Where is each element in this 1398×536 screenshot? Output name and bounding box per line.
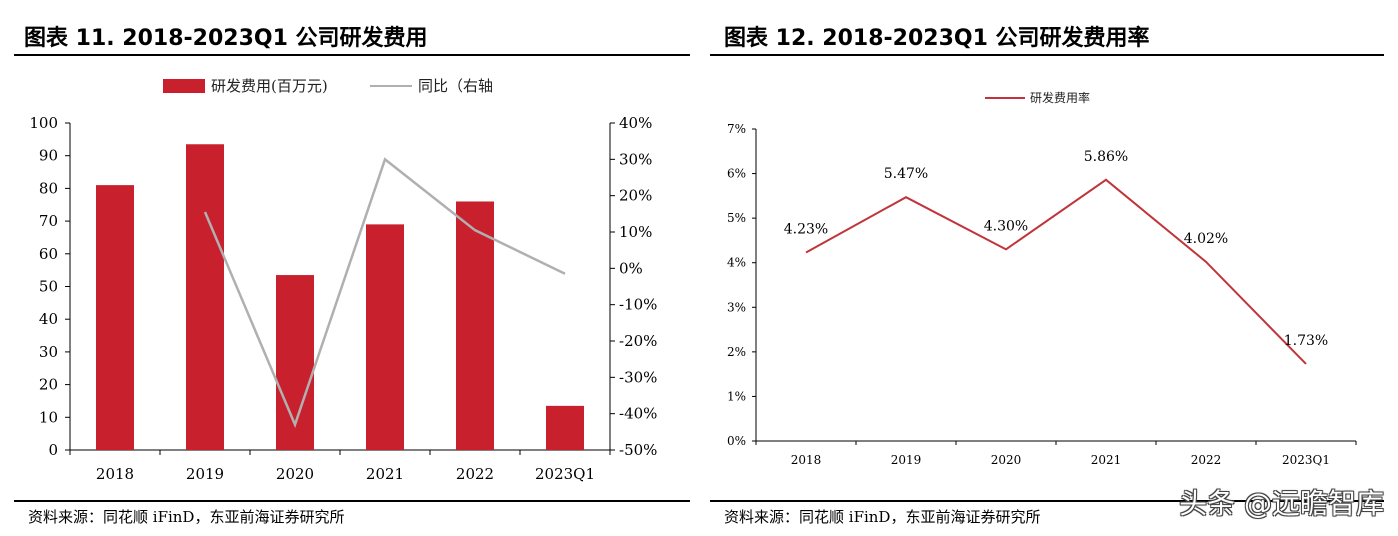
- right-y-tick-label: -10%: [619, 296, 657, 314]
- left-y-tick-label: 80: [39, 179, 58, 197]
- legend-bar-label: 研发费用(百万元): [211, 77, 328, 95]
- data-label: 5.86%: [1084, 149, 1128, 165]
- data-label: 1.73%: [1284, 333, 1328, 349]
- data-label: 4.23%: [784, 221, 828, 237]
- rd-expense-bar-chart: 研发费用(百万元) 同比（右轴 0 10 20 30 40 50 60 70 80 90 100 -50%…: [29, 77, 657, 483]
- right-y-tick-label: 10%: [619, 223, 652, 241]
- source-note: 资料来源：同花顺 iFinD，东亚前海证券研究所: [724, 508, 1041, 526]
- left-chart-panel: 图表 11. 2018-2023Q1 公司研发费用 研发费用(百万元) 同比（右轴…: [0, 0, 690, 536]
- bar-rd-expense: [456, 201, 494, 450]
- bar-rd-expense: [366, 224, 404, 450]
- source-note: 资料来源：同花顺 iFinD，东亚前海证券研究所: [28, 508, 345, 526]
- y-tick-label: 0%: [727, 434, 746, 448]
- left-y-tick-label: 60: [39, 245, 58, 263]
- y-tick-label: 1%: [727, 389, 746, 403]
- x-tick-label: 2022: [456, 465, 494, 483]
- x-tick-label: 2021: [1091, 453, 1122, 467]
- source-rule: [710, 500, 1384, 502]
- x-tick-label: 2020: [991, 453, 1022, 467]
- right-y-tick-label: -50%: [619, 441, 657, 459]
- bar-rd-expense: [186, 144, 224, 450]
- x-tick-label: 2019: [186, 465, 224, 483]
- title-rule: [14, 54, 690, 56]
- x-tick-label: 2023Q1: [1282, 453, 1330, 467]
- legend-line-label: 同比（右轴: [418, 77, 493, 95]
- chart-title: 图表 12. 2018-2023Q1 公司研发费用率: [724, 26, 1150, 51]
- y-tick-label: 4%: [727, 256, 746, 270]
- left-y-tick-label: 10: [39, 408, 58, 426]
- right-y-tick-label: -40%: [619, 405, 657, 423]
- right-y-tick-label: 20%: [619, 187, 652, 205]
- left-y-tick-label: 30: [39, 343, 58, 361]
- left-y-tick-label: 90: [39, 147, 58, 165]
- x-tick-label: 2023Q1: [535, 465, 595, 483]
- right-chart-panel: 图表 12. 2018-2023Q1 公司研发费用率 研发费用率 0% 1% 2% 3%…: [710, 0, 1398, 536]
- right-y-tick-label: 40%: [619, 114, 652, 132]
- left-y-tick-label: 70: [39, 212, 58, 230]
- watermark-text: 头条 @远瞻智库: [1179, 487, 1384, 520]
- x-tick-label: 2018: [791, 453, 822, 467]
- x-tick-label: 2020: [276, 465, 314, 483]
- bar-rd-expense: [96, 185, 134, 450]
- y-tick-label: 6%: [727, 167, 746, 181]
- right-y-tick-label: 0%: [619, 259, 643, 277]
- left-y-tick-label: 20: [39, 376, 58, 394]
- left-y-tick-label: 50: [39, 278, 58, 296]
- x-tick-label: 2021: [366, 465, 404, 483]
- legend-line-label: 研发费用率: [1030, 90, 1090, 105]
- title-rule: [710, 54, 1384, 56]
- y-tick-label: 2%: [727, 345, 746, 359]
- right-y-tick-label: 30%: [619, 150, 652, 168]
- source-rule: [14, 500, 690, 502]
- data-label: 4.30%: [984, 218, 1028, 234]
- right-y-tick-label: -20%: [619, 332, 657, 350]
- bar-rd-expense: [546, 405, 584, 450]
- x-tick-label: 2019: [891, 453, 922, 467]
- y-tick-label: 3%: [727, 300, 746, 314]
- left-y-tick-label: 0: [48, 441, 58, 459]
- y-tick-label: 5%: [727, 211, 746, 225]
- left-y-tick-label: 40: [39, 310, 58, 328]
- data-label: 4.02%: [1184, 231, 1228, 247]
- x-tick-label: 2018: [96, 465, 134, 483]
- rd-expense-ratio-line-chart: 研发费用率 0% 1% 2% 3% 4% 5% 6% 7% 2018 2019 2020 2021 202…: [727, 90, 1357, 467]
- left-y-tick-label: 100: [29, 114, 58, 132]
- chart-title: 图表 11. 2018-2023Q1 公司研发费用: [24, 26, 428, 51]
- legend-bar-swatch: [163, 79, 205, 93]
- x-tick-label: 2022: [1191, 453, 1222, 467]
- right-y-tick-label: -30%: [619, 368, 657, 386]
- ratio-line: [805, 178, 1307, 365]
- data-label: 5.47%: [884, 166, 928, 182]
- y-tick-label: 7%: [727, 122, 746, 136]
